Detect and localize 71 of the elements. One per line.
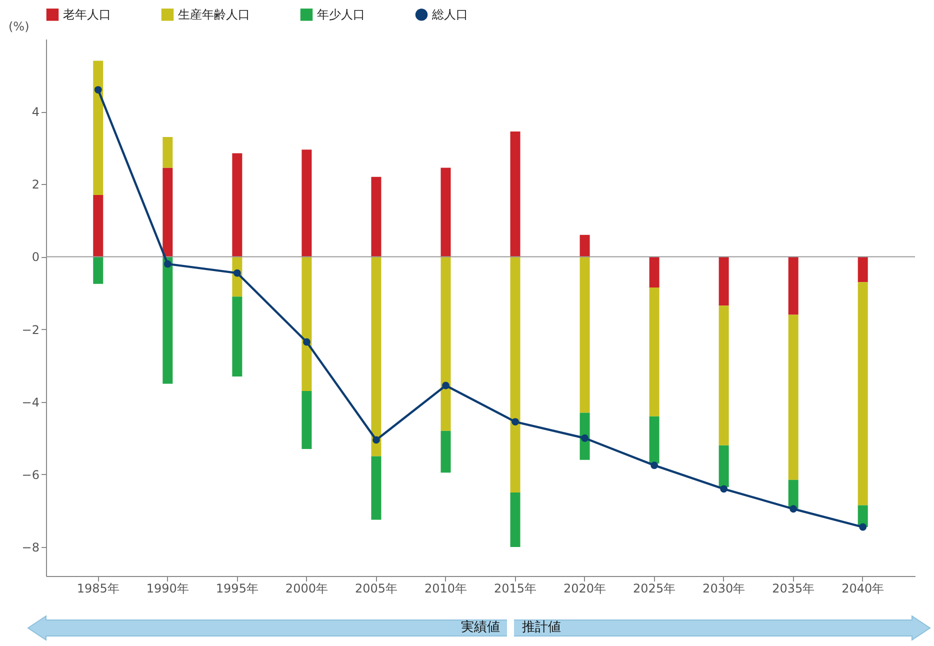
bar: [649, 416, 660, 464]
bar: [580, 256, 590, 413]
bar: [718, 256, 729, 306]
point: [720, 485, 728, 493]
point: [859, 523, 867, 531]
bar: [580, 234, 590, 257]
x-tick-label: 2040年: [842, 582, 884, 596]
point: [233, 269, 241, 277]
point: [372, 436, 380, 444]
x-tick-label: 2010年: [424, 582, 468, 596]
bar: [788, 256, 798, 315]
bar: [788, 314, 798, 480]
x-tick-label: 1985年: [76, 582, 120, 596]
x-tick-label: 1990年: [146, 582, 189, 596]
legend-label: 老年人口: [63, 8, 111, 22]
bar: [510, 132, 520, 257]
bar: [718, 445, 729, 488]
bar: [302, 256, 312, 391]
bar: [302, 150, 312, 257]
bar: [371, 176, 382, 257]
point: [442, 382, 450, 390]
legend-label: 生産年齢人口: [178, 8, 250, 22]
y-tick-label: −4: [22, 395, 40, 410]
legend-label: 年少人口: [317, 8, 365, 22]
bar: [162, 168, 173, 257]
point: [790, 505, 798, 513]
legend-label: 総人口: [431, 8, 468, 22]
bar: [510, 492, 520, 547]
y-axis-title: (%): [8, 20, 30, 34]
bar: [440, 430, 451, 473]
x-tick-label: 2000年: [285, 582, 328, 596]
bar: [440, 256, 451, 431]
y-tick-label: −6: [22, 468, 40, 482]
x-tick-label: 2025年: [633, 582, 676, 596]
bar: [858, 282, 868, 506]
y-tick-label: −8: [22, 540, 40, 554]
bar: [232, 296, 242, 376]
bar: [93, 60, 104, 196]
y-tick-label: 2: [32, 178, 40, 192]
x-tick-label: 2035年: [772, 582, 815, 596]
bar: [232, 153, 242, 257]
point: [512, 418, 519, 426]
x-tick-label: 2020年: [564, 582, 606, 596]
bar: [371, 256, 382, 456]
point: [302, 338, 310, 346]
bar: [93, 195, 104, 257]
x-tick-label: 2030年: [702, 582, 746, 596]
point: [164, 260, 172, 268]
y-tick-label: −2: [22, 322, 40, 337]
bar: [162, 136, 173, 168]
x-tick-label: 1995年: [216, 582, 258, 596]
bar: [510, 256, 520, 493]
bar: [162, 256, 173, 384]
bar: [371, 456, 382, 520]
text: 推計値: [522, 620, 561, 636]
bar: [858, 256, 868, 282]
point: [94, 86, 102, 94]
x-tick-label: 2015年: [494, 582, 537, 596]
y-tick-label: 0: [32, 250, 40, 264]
point: [581, 434, 588, 442]
bar: [93, 256, 104, 284]
x-tick-label: 2005年: [354, 582, 398, 596]
bar: [649, 256, 660, 288]
text: 実績値: [461, 620, 500, 636]
bar: [718, 306, 729, 446]
bar: [440, 168, 451, 257]
bar: [788, 480, 798, 509]
bar: [649, 288, 660, 416]
y-tick-label: 4: [32, 105, 40, 120]
bar: [302, 390, 312, 450]
point: [650, 462, 658, 470]
